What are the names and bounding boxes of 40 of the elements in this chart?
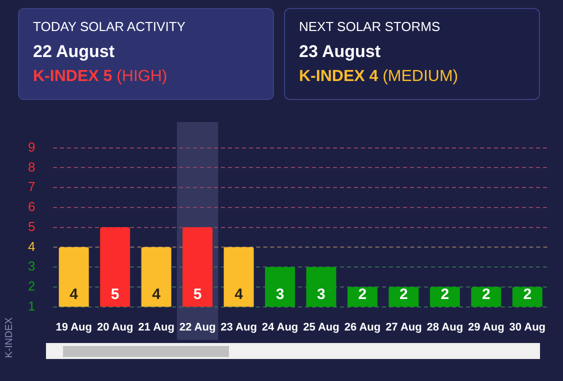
y-axis-title: K-INDEX bbox=[3, 316, 16, 358]
x-tick-label: 30 Aug bbox=[509, 321, 546, 334]
data-label: 3 bbox=[276, 286, 284, 303]
x-tick-label: 29 Aug bbox=[468, 321, 504, 334]
x-tick-label: 23 Aug bbox=[220, 321, 257, 334]
data-label: 2 bbox=[482, 286, 490, 303]
text: 22 August bbox=[33, 42, 116, 62]
text: TODAY SOLAR ACTIVITY bbox=[33, 19, 186, 34]
data-label: 2 bbox=[440, 286, 450, 303]
x-tick-label: 21 Aug bbox=[138, 321, 174, 334]
data-label: 2 bbox=[523, 286, 532, 303]
data-label: 4 bbox=[234, 286, 244, 303]
data-label: 3 bbox=[317, 286, 326, 303]
y-tick-label: 7 bbox=[28, 179, 36, 194]
x-tick-label: 19 Aug bbox=[56, 321, 92, 334]
text: K-INDEX 5 (HIGH) bbox=[33, 68, 168, 85]
data-label: 5 bbox=[110, 286, 120, 303]
text: 23 August bbox=[299, 42, 382, 62]
data-label: 2 bbox=[400, 286, 408, 303]
y-tick-label: 8 bbox=[28, 159, 36, 174]
y-tick-label: 2 bbox=[28, 278, 36, 294]
text: K-INDEX 4 (MEDIUM) bbox=[299, 68, 458, 85]
y-tick-label: 3 bbox=[28, 258, 36, 274]
data-label: 5 bbox=[193, 286, 202, 303]
y-tick-label: 9 bbox=[28, 139, 36, 154]
x-tick-label: 22 Aug bbox=[179, 321, 216, 334]
data-label: 2 bbox=[358, 286, 367, 303]
y-tick-label: 4 bbox=[28, 238, 36, 254]
x-tick-label: 20 Aug bbox=[96, 321, 134, 334]
x-tick-label: 27 Aug bbox=[386, 321, 422, 334]
y-tick-label: 1 bbox=[28, 298, 36, 314]
x-tick-label: 24 Aug bbox=[262, 321, 298, 334]
text: NEXT SOLAR STORMS bbox=[299, 19, 442, 34]
y-tick-label: 6 bbox=[28, 199, 36, 214]
data-label: 4 bbox=[70, 286, 79, 303]
x-tick-label: 26 Aug bbox=[344, 321, 381, 334]
x-tick-label: 28 Aug bbox=[426, 321, 464, 334]
y-tick-label: 5 bbox=[28, 218, 36, 234]
x-tick-label: 25 Aug bbox=[303, 321, 340, 334]
data-label: 4 bbox=[152, 286, 162, 303]
